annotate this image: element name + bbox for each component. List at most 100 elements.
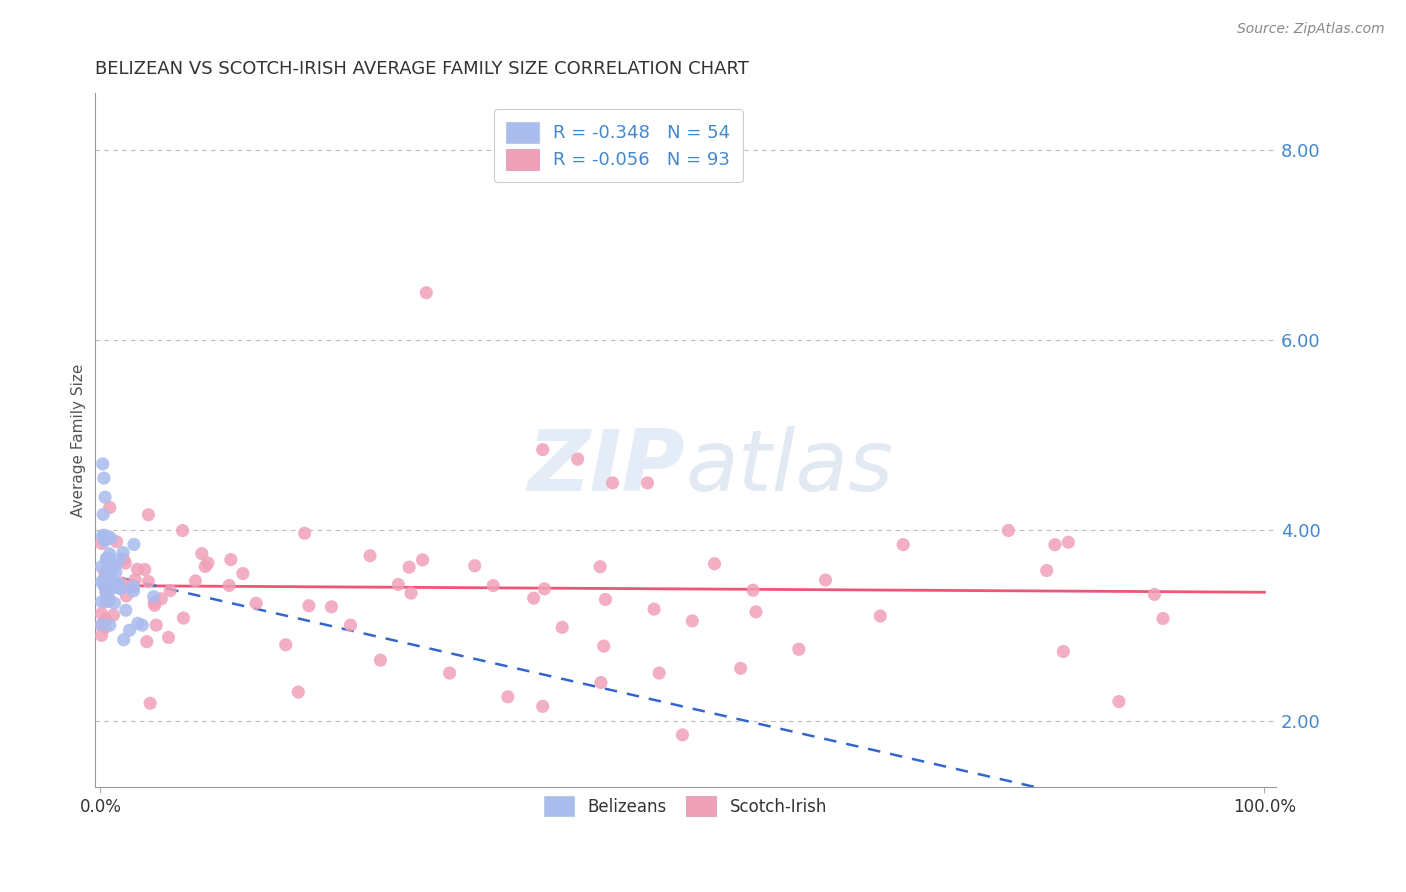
Point [112, 632, 135, 647]
Point [143, 599, 166, 613]
Point [98, 574, 121, 589]
Point [1035, 564, 1057, 578]
Point [135, 634, 157, 648]
Point [1143, 587, 1166, 601]
Point [97, 582, 120, 597]
Point [115, 589, 138, 603]
Point [98, 551, 121, 566]
Point [94, 584, 117, 599]
Point [93, 573, 115, 587]
Point [90, 595, 112, 609]
Point [90, 575, 112, 590]
Point [138, 574, 160, 589]
Point [122, 537, 145, 551]
Point [1152, 611, 1174, 625]
Point [90, 536, 112, 550]
Point [94, 571, 117, 585]
Point [100, 579, 122, 593]
Point [107, 577, 129, 591]
Point [730, 661, 752, 675]
Point [997, 524, 1019, 538]
Point [191, 547, 214, 561]
Point [1052, 644, 1074, 658]
Point [131, 618, 153, 632]
Point [287, 685, 309, 699]
Point [298, 599, 321, 613]
Point [172, 611, 194, 625]
Point [100, 565, 122, 579]
Point [412, 553, 434, 567]
Point [339, 618, 361, 632]
Point [90, 628, 112, 642]
Point [245, 596, 267, 610]
Point [108, 552, 131, 566]
Point [496, 690, 519, 704]
Point [482, 579, 505, 593]
Point [531, 699, 554, 714]
Point [97, 594, 120, 608]
Text: atlas: atlas [685, 426, 893, 509]
Point [138, 508, 160, 522]
Point [143, 596, 166, 610]
Point [219, 552, 242, 566]
Point [787, 642, 810, 657]
Point [96, 558, 118, 573]
Point [90, 618, 112, 632]
Point [294, 526, 316, 541]
Point [139, 696, 162, 710]
Point [96, 552, 118, 566]
Point [124, 573, 146, 587]
Point [891, 538, 914, 552]
Point [93, 578, 115, 592]
Point [112, 546, 135, 560]
Point [91, 457, 114, 471]
Point [91, 529, 114, 543]
Point [122, 580, 145, 594]
Point [1108, 695, 1130, 709]
Point [370, 653, 392, 667]
Point [523, 591, 546, 606]
Point [90, 559, 112, 574]
Point [101, 578, 124, 592]
Point [643, 602, 665, 616]
Point [114, 556, 136, 570]
Point [114, 603, 136, 617]
Point [93, 528, 115, 542]
Point [551, 620, 574, 634]
Point [398, 560, 420, 574]
Y-axis label: Average Family Size: Average Family Size [72, 363, 86, 516]
Point [1057, 535, 1080, 549]
Point [567, 452, 589, 467]
Point [97, 530, 120, 544]
Point [159, 583, 181, 598]
Point [589, 675, 612, 690]
Point [592, 639, 614, 653]
Text: ZIP: ZIP [527, 426, 685, 509]
Point [94, 620, 117, 634]
Point [103, 607, 125, 622]
Point [464, 558, 486, 573]
Point [533, 582, 555, 596]
Point [101, 580, 124, 594]
Point [869, 609, 891, 624]
Point [671, 728, 693, 742]
Point [194, 559, 217, 574]
Point [218, 578, 240, 592]
Legend: Belizeans, Scotch-Irish: Belizeans, Scotch-Irish [536, 788, 835, 824]
Point [637, 475, 659, 490]
Point [814, 573, 837, 587]
Point [1043, 538, 1066, 552]
Point [97, 591, 120, 606]
Point [98, 547, 121, 561]
Point [111, 576, 134, 591]
Point [94, 594, 117, 608]
Point [103, 596, 125, 610]
Point [145, 618, 167, 632]
Point [742, 583, 765, 598]
Point [104, 558, 127, 573]
Point [172, 524, 194, 538]
Point [110, 582, 132, 596]
Point [97, 579, 120, 593]
Point [94, 533, 117, 548]
Point [134, 562, 156, 576]
